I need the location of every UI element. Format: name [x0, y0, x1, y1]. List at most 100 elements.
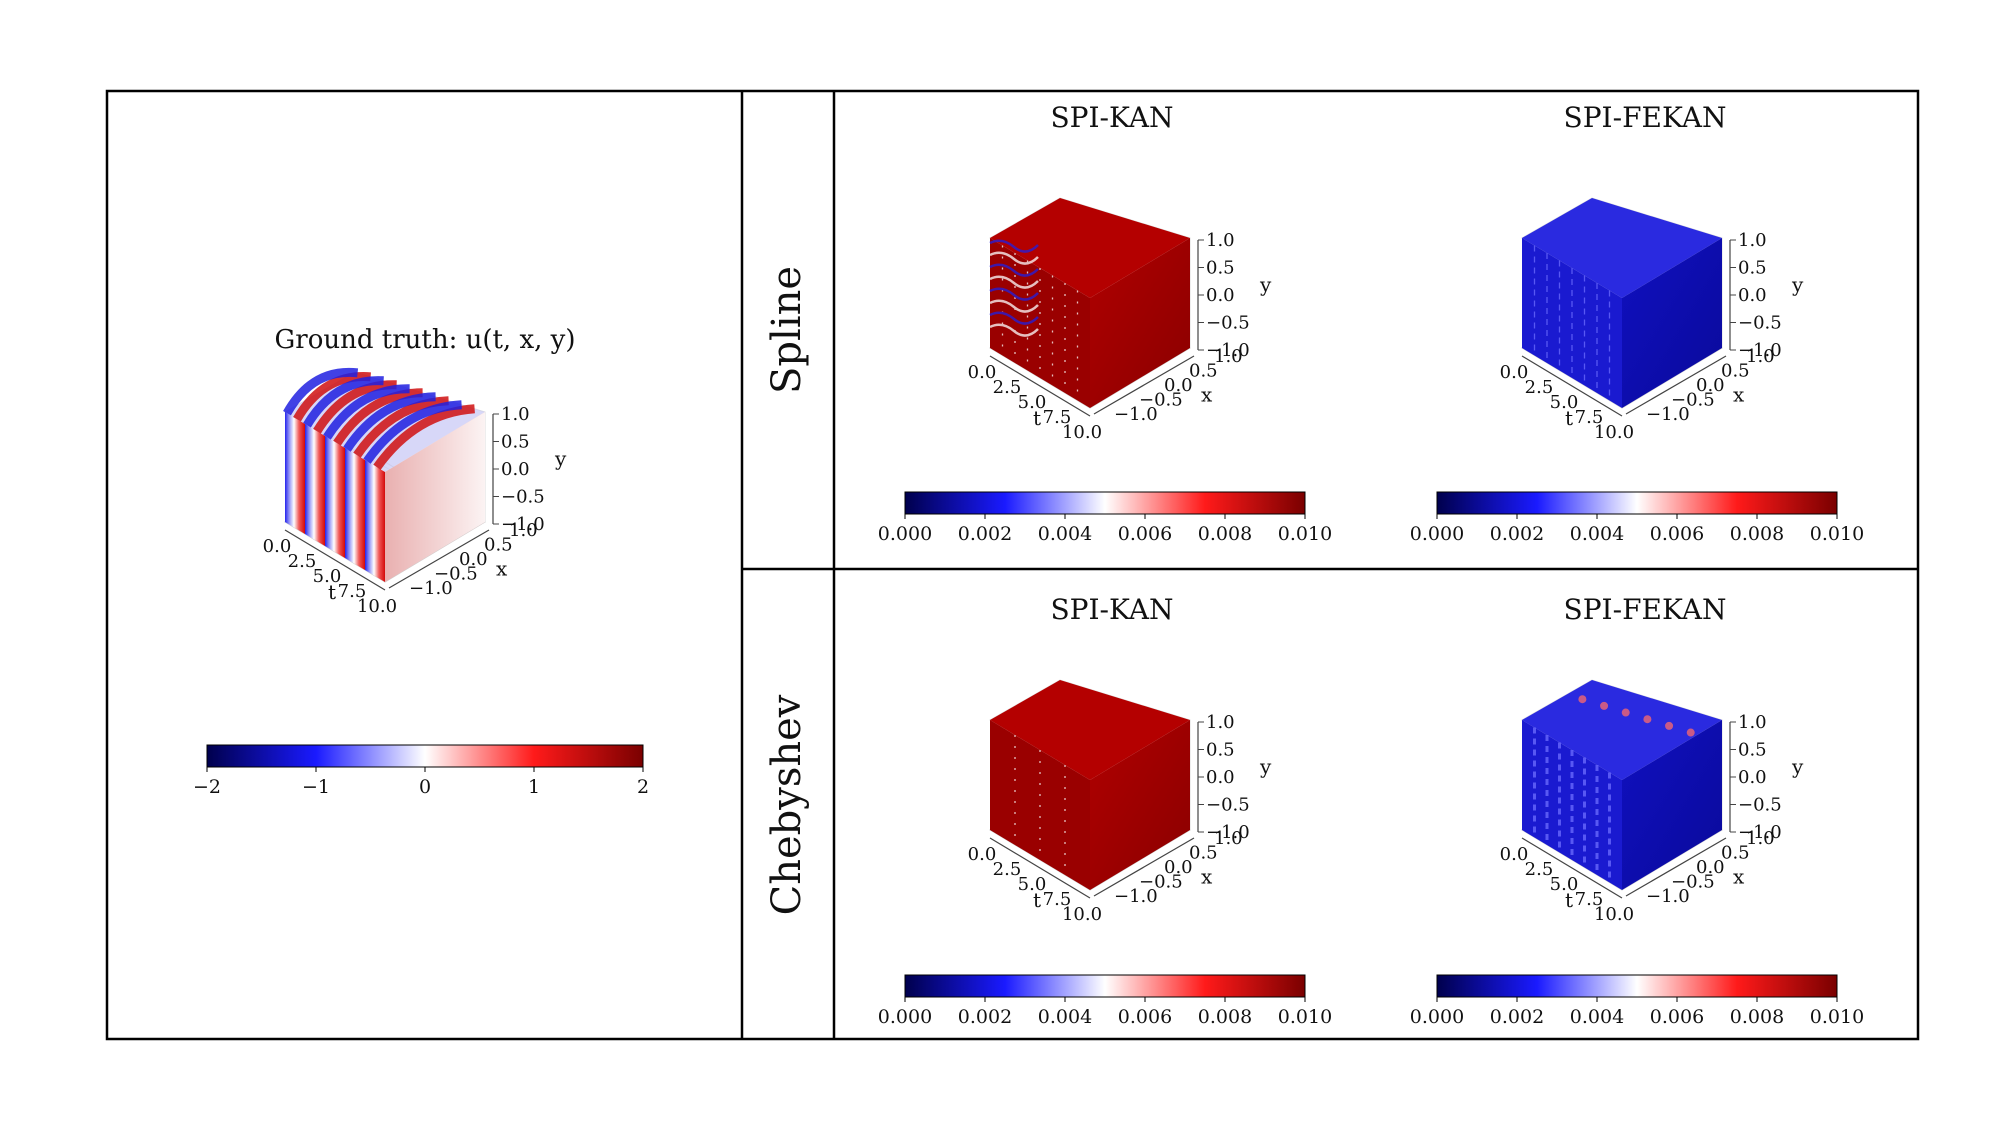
panel3-x-tick: 0.0	[1696, 857, 1725, 878]
gt-right-face-fade	[385, 412, 485, 582]
panel1-y-tick: 0.5	[1738, 258, 1767, 279]
ground-truth-panel: Ground truth: u(t, x, y) 0.02.55.07.510.…	[193, 325, 649, 798]
panel0-noise	[989, 299, 1039, 313]
panel2-x-label: x	[1201, 865, 1213, 889]
panel1-colorbar-tick: 0.010	[1810, 523, 1864, 545]
panel3-y-tick: −0.5	[1738, 795, 1782, 816]
panel1-x-label: x	[1733, 383, 1745, 407]
gt-stripe	[285, 412, 305, 534]
panel1-colorbar-bar	[1436, 491, 1838, 515]
panel1-t-tick: 0.0	[1500, 362, 1529, 383]
panel2-x-tick: −1.0	[1114, 886, 1158, 907]
panel1-y-tick: −0.5	[1738, 313, 1782, 334]
panel0-t-tick: 0.0	[968, 362, 997, 383]
panel2-y-tick: 0.5	[1206, 740, 1235, 761]
panel2-colorbar-tick: 0.008	[1198, 1006, 1252, 1028]
panel2-y-tick: 1.0	[1206, 712, 1235, 733]
panel0-t-axis	[989, 355, 1091, 417]
gt-stripe	[325, 436, 345, 558]
panel1-texture	[1533, 245, 1611, 401]
panel2-x-axis	[1093, 837, 1195, 897]
panel0-t-tick: 5.0	[1018, 392, 1047, 413]
panel1-y-tick: 1.0	[1738, 230, 1767, 251]
panel2-right-face	[1090, 720, 1190, 890]
ground-truth-cube: 0.02.55.07.510.0t −1.0−0.50.00.51.0x−1.0−…	[263, 367, 567, 617]
panel0-colorbar-bar	[904, 491, 1306, 515]
gt-y-tick: 0.5	[501, 432, 530, 453]
panel0-noise	[989, 323, 1039, 337]
panel2-colorbar: 0.000 0.002 0.004 0.006 0.008 0.010	[878, 974, 1332, 1028]
panel3-y-label: y	[1791, 755, 1804, 779]
panel1-colorbar-tick: 0.000	[1410, 523, 1464, 545]
gt-top-stripe-red	[313, 380, 397, 434]
panel0-y-tick: 0.5	[1206, 258, 1235, 279]
panel3-hotspot	[1665, 721, 1674, 730]
panel2-texture	[1014, 735, 1066, 875]
panel0-noise	[989, 251, 1039, 265]
panel-title-spline-kan: SPI-KAN	[1050, 101, 1173, 134]
panel0-noise	[989, 311, 1039, 325]
gt-top-stripe-blue	[323, 384, 410, 440]
panel3-hotspot	[1621, 708, 1630, 717]
gt-t-tick: 2.5	[288, 551, 317, 572]
gt-x-tick: 0.5	[484, 535, 513, 556]
panel3-x-axis	[1625, 837, 1727, 897]
gt-y-tick: 0.0	[501, 459, 530, 480]
panel1-x-tick: 0.5	[1721, 361, 1750, 382]
gt-top-stripe-red	[333, 388, 423, 446]
panel2-colorbar-bar	[904, 974, 1306, 998]
panel1-t-tick: 2.5	[1525, 377, 1554, 398]
panel0-texture	[989, 239, 1079, 401]
panel3-x-tick: −0.5	[1671, 872, 1715, 893]
panel3-colorbar-tick: 0.008	[1730, 1006, 1784, 1028]
panel2-y-tick: 0.0	[1206, 767, 1235, 788]
gt-top-stripe-red	[373, 404, 475, 470]
gt-top-stripe-blue	[303, 376, 384, 428]
row-label-spline: Spline	[764, 266, 810, 394]
panel2-t-tick: 5.0	[1018, 874, 1047, 895]
panel0-noise	[989, 239, 1039, 253]
panel0-noise	[989, 287, 1039, 301]
panel0-colorbar-tick: 0.008	[1198, 523, 1252, 545]
panel2-top-face	[990, 680, 1190, 780]
panel0-noise	[989, 263, 1039, 277]
panel-title-spline-fekan: SPI-FEKAN	[1564, 101, 1727, 134]
panel3-x-tick: 0.5	[1721, 843, 1750, 864]
panel2-t-label: t	[1033, 888, 1041, 912]
error-panels: 0.02.55.07.510.0t −1.0−0.50.00.51.0x−1.0−…	[878, 197, 1864, 1028]
panel3-hotspot	[1600, 701, 1609, 710]
ground-truth-colorbar: −2 −1 0 1 2	[193, 744, 649, 798]
panel0-colorbar: 0.000 0.002 0.004 0.006 0.008 0.010	[878, 491, 1332, 545]
panel3-hotspot	[1643, 715, 1652, 724]
panel0-colorbar-tick: 0.004	[1038, 523, 1092, 545]
panel3-t-tick: 0.0	[1500, 844, 1529, 865]
panel0-t-tick: 7.5	[1043, 407, 1072, 428]
panel1-cube: 0.02.55.07.510.0t −1.0−0.50.00.51.0x−1.0−…	[1500, 197, 1804, 443]
panel3-hotspot	[1578, 695, 1587, 704]
panel1-top-face	[1522, 198, 1722, 298]
panel2-t-tick: 10.0	[1062, 904, 1102, 925]
panel3-t-tick: 10.0	[1594, 904, 1634, 925]
panel1-x-axis	[1625, 355, 1727, 415]
panel0-cube: 0.02.55.07.510.0t −1.0−0.50.00.51.0x−1.0−…	[968, 197, 1272, 443]
panel2-t-tick: 0.0	[968, 844, 997, 865]
panel0-y-tick: 0.0	[1206, 285, 1235, 306]
panel1-x-tick: −1.0	[1646, 404, 1690, 425]
panel2-x-tick: 0.5	[1189, 843, 1218, 864]
panel2-colorbar-tick: 0.004	[1038, 1006, 1092, 1028]
gt-x-label: x	[496, 557, 508, 581]
panel0-noise	[989, 275, 1039, 289]
panel1-colorbar: 0.000 0.002 0.004 0.006 0.008 0.010	[1410, 491, 1864, 545]
panel0-x-tick: 0.0	[1164, 375, 1193, 396]
panel1-t-tick: 5.0	[1550, 392, 1579, 413]
panel0-y-tick: −0.5	[1206, 313, 1250, 334]
panel2-x-tick: 1.0	[1214, 828, 1243, 849]
gt-top-stripe-blue	[343, 392, 436, 452]
gt-y-tick: 1.0	[501, 404, 530, 425]
panel3-y-tick: 0.5	[1738, 740, 1767, 761]
gt-y-tick: −0.5	[501, 487, 545, 508]
panel1-t-axis	[1521, 355, 1623, 417]
panel3-colorbar-tick: 0.000	[1410, 1006, 1464, 1028]
panel1-y-label: y	[1791, 273, 1804, 297]
